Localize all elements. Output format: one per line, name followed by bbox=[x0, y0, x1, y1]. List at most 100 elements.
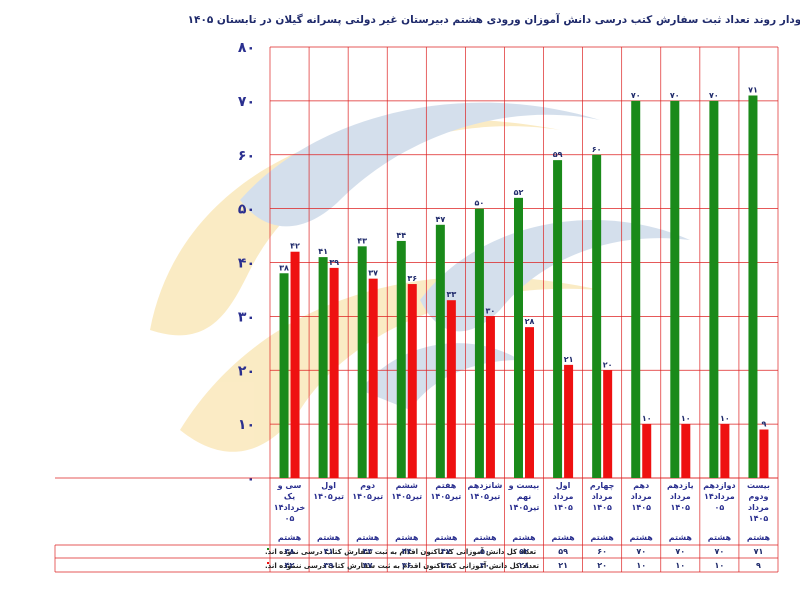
category-grade: هشتم bbox=[747, 533, 771, 542]
category-grade: هشتم bbox=[591, 533, 615, 542]
category-grade: هشتم bbox=[278, 533, 302, 542]
data-label: ۷۰ bbox=[709, 91, 719, 100]
data-label: ۴۳ bbox=[357, 236, 367, 245]
table-cell: ۳۸ bbox=[285, 547, 295, 556]
y-tick-label: ۶۰ bbox=[238, 148, 255, 164]
table-cell: ۴۷ bbox=[441, 547, 451, 556]
data-label: ۲۱ bbox=[564, 355, 574, 364]
bar-registered bbox=[279, 273, 289, 478]
category-grade: هشتم bbox=[434, 533, 458, 542]
bar-registered bbox=[318, 257, 328, 478]
table-cell: ۷۱ bbox=[754, 547, 764, 556]
data-label: ۱۰ bbox=[642, 414, 652, 423]
category-grade: هشتم bbox=[356, 533, 380, 542]
category-grade: هشتم bbox=[395, 533, 419, 542]
data-label: ۱۰ bbox=[720, 414, 730, 423]
table-cell: ۲۸ bbox=[519, 561, 529, 570]
data-label: ۷۱ bbox=[748, 85, 758, 94]
data-label: ۶۰ bbox=[592, 145, 602, 154]
category-label: بیست bbox=[747, 481, 770, 490]
bar-registered bbox=[474, 208, 484, 478]
category-grade: هشتم bbox=[512, 533, 536, 542]
table-cell: ۲۰ bbox=[597, 561, 607, 570]
category-label: تیر۱۴۰۵ bbox=[430, 492, 461, 501]
table-cell: ۶۰ bbox=[597, 547, 607, 556]
bar-not-registered bbox=[642, 424, 652, 478]
table-cell: ۷۰ bbox=[715, 547, 725, 556]
table-cell: ۴۴ bbox=[402, 547, 412, 556]
data-label: ۳۹ bbox=[329, 258, 339, 267]
category-label: ۰۵ bbox=[285, 514, 295, 523]
table-cell: ۱۰ bbox=[675, 561, 685, 570]
bar-not-registered bbox=[407, 284, 417, 478]
bar-not-registered bbox=[759, 429, 769, 478]
category-label: تیر۱۴۰۵ bbox=[391, 492, 422, 501]
bar-not-registered bbox=[720, 424, 730, 478]
data-label: ۵۹ bbox=[553, 150, 563, 159]
data-label: ۵۰ bbox=[475, 199, 485, 208]
category-label: خرداد۱۴ bbox=[274, 503, 306, 512]
category-label: تیر۱۴۰۵ bbox=[509, 503, 540, 512]
data-label: ۲۸ bbox=[525, 317, 535, 326]
data-label: ۳۷ bbox=[368, 269, 378, 278]
bar-not-registered bbox=[368, 278, 378, 478]
bar-not-registered bbox=[446, 300, 456, 478]
data-label: ۳۸ bbox=[279, 263, 289, 272]
bar-not-registered bbox=[525, 327, 534, 478]
table-cell: ۴۳ bbox=[363, 547, 373, 556]
data-label: ۷۰ bbox=[670, 91, 680, 100]
data-label: ۷۰ bbox=[631, 91, 641, 100]
category-label: ودوم bbox=[749, 492, 769, 501]
table-cell: ۵۲ bbox=[519, 547, 529, 556]
category-label: بیست و bbox=[508, 481, 540, 490]
table-cell: ۴۲ bbox=[285, 561, 295, 570]
table-cell: ۳۳ bbox=[441, 561, 451, 570]
series-swatch bbox=[267, 548, 269, 550]
table-cell: ۹ bbox=[756, 561, 761, 570]
y-tick-label: ۷۰ bbox=[238, 94, 255, 110]
table-cell: ۳۶ bbox=[402, 561, 412, 570]
y-tick-label: ۲۰ bbox=[238, 363, 255, 379]
series-name: تعداد کل دانش آموزانی که تاکنون اقدام به… bbox=[265, 547, 537, 556]
table-cell: ۷۰ bbox=[636, 547, 646, 556]
category-label: ۱۴۰۵ bbox=[592, 503, 612, 512]
category-label: تیر۱۴۰۵ bbox=[352, 492, 383, 501]
category-grade: هشتم bbox=[630, 533, 654, 542]
category-grade: هشتم bbox=[473, 533, 497, 542]
bar-registered bbox=[631, 100, 641, 478]
category-grade: هشتم bbox=[551, 533, 575, 542]
data-label: ۹ bbox=[762, 420, 767, 429]
table-cell: ۱۰ bbox=[715, 561, 725, 570]
category-label: ۱۴۰۵ bbox=[671, 503, 691, 512]
table-cell: ۳۷ bbox=[363, 561, 373, 570]
bar-not-registered bbox=[564, 364, 574, 478]
bar-registered bbox=[670, 100, 680, 478]
category-grade: هشتم bbox=[669, 533, 693, 542]
category-label: نهم bbox=[517, 492, 532, 501]
category-label: دوازدهم bbox=[703, 481, 735, 490]
category-label: تیر۱۴۰۵ bbox=[470, 492, 501, 501]
category-label: چهارم bbox=[590, 481, 615, 490]
series-swatch bbox=[267, 562, 269, 564]
category-label: مرداد bbox=[592, 492, 613, 501]
bar-registered bbox=[514, 197, 523, 478]
bar-registered bbox=[396, 240, 406, 478]
data-label: ۳۶ bbox=[407, 274, 417, 283]
category-label: ششم bbox=[396, 481, 418, 490]
series-name: تعداد کل دانش آموزانی که تاکنون اقدام به… bbox=[265, 561, 539, 570]
table-cell: ۲۱ bbox=[558, 561, 568, 570]
chart-title: نمودار روند تعداد ثبت سفارش کتب درسی دان… bbox=[188, 13, 800, 26]
category-label: مرداد bbox=[748, 503, 769, 512]
data-label: ۲۰ bbox=[603, 360, 613, 369]
category-label: مرداد bbox=[670, 492, 691, 501]
category-label: هفتم bbox=[435, 481, 456, 490]
y-tick-label: ۸۰ bbox=[238, 40, 255, 56]
table-cell: ۵۹ bbox=[558, 547, 568, 556]
bar-registered bbox=[592, 154, 602, 478]
y-tick-label: ۳۰ bbox=[238, 309, 255, 325]
data-label: ۴۴ bbox=[396, 231, 406, 240]
table-cell: ۱۰ bbox=[636, 561, 646, 570]
bar-registered bbox=[435, 224, 445, 478]
category-label: سی و bbox=[277, 481, 302, 490]
